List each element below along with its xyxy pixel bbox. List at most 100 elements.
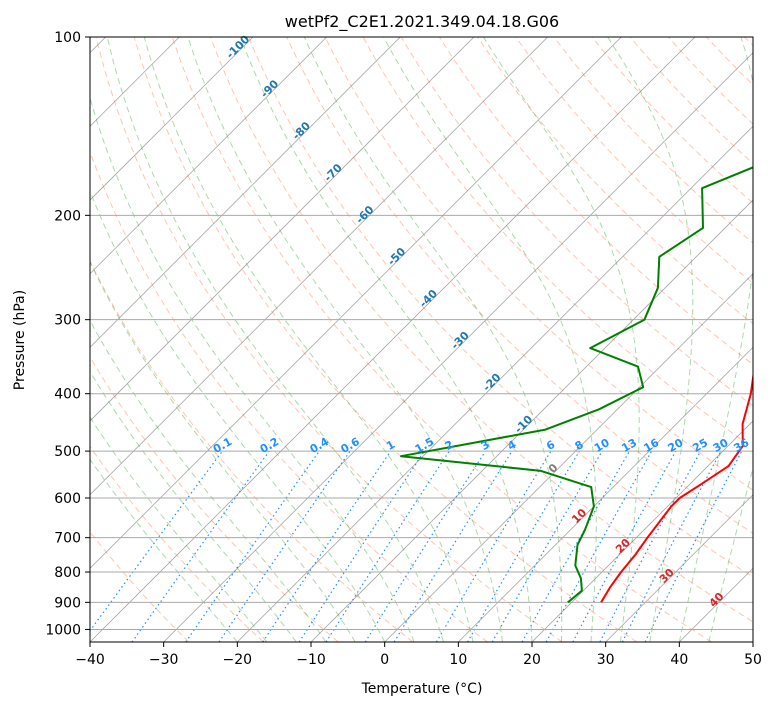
isotherm-label: 40 (707, 590, 727, 610)
x-tick-label: −20 (223, 652, 253, 668)
x-tick-label: −30 (149, 652, 179, 668)
isotherm-label: -30 (449, 329, 472, 352)
isotherm-line (90, 37, 548, 496)
x-tick-label: −40 (75, 652, 105, 668)
isotherm-line (605, 494, 753, 642)
dry-adiabat (90, 150, 488, 642)
isotherm-line (90, 37, 622, 569)
moist-adiabat (383, 37, 597, 642)
mixing-ratio-label: 0.1 (211, 435, 234, 456)
dry-adiabat (553, 37, 753, 244)
mixing-ratio-line (325, 450, 450, 642)
mixing-ratio-label: 0.2 (258, 435, 281, 456)
dry-adiabat (90, 531, 190, 642)
isotherm-line (679, 567, 753, 642)
mixing-ratio-line (90, 450, 223, 632)
y-tick-label: 100 (54, 30, 81, 46)
isotherm-line (384, 273, 753, 642)
mixing-ratio-line (644, 450, 743, 642)
isotherm-line (90, 37, 475, 422)
moist-adiabat (303, 37, 563, 642)
x-tick-label: −10 (296, 652, 326, 668)
x-tick-label: 40 (670, 652, 688, 668)
dry-adiabat (744, 37, 753, 47)
dewpoint-line (400, 166, 753, 604)
dry-adiabat (95, 37, 563, 642)
mixing-ratio-label: 0.6 (338, 435, 362, 456)
dry-adiabat (90, 356, 339, 642)
mixing-ratio-line (393, 450, 513, 642)
isotherm-line (310, 199, 753, 642)
moist-adiabat (678, 37, 753, 642)
moist-adiabat (90, 319, 327, 642)
y-tick-label: 400 (54, 387, 81, 403)
temperature-line (600, 371, 753, 603)
x-axis-label: Temperature (°C) (361, 681, 483, 697)
mixing-ratio-line (545, 450, 653, 642)
isotherm-line (163, 52, 753, 642)
mixing-ratio-label: 25 (690, 436, 710, 455)
mixing-ratio-label: 16 (641, 436, 661, 455)
isotherm-label: -80 (290, 119, 313, 142)
y-axis-label: Pressure (hPa) (12, 290, 28, 390)
x-tick-label: 10 (449, 652, 467, 668)
mixing-ratio-label: 10 (592, 436, 612, 455)
mixing-ratio-line (185, 450, 320, 642)
plot-frame (89, 36, 754, 643)
isotherm-line (90, 37, 696, 642)
isotherm-label: -60 (353, 203, 376, 226)
moist-adiabat (90, 416, 268, 642)
isotherm-line (90, 37, 254, 201)
dry-adiabat (90, 259, 414, 642)
x-tick-label: 0 (380, 652, 389, 668)
isotherm-label: -20 (480, 371, 503, 394)
moist-adiabat (708, 466, 753, 642)
isotherm-line (90, 37, 401, 348)
mixing-ratio-line (572, 450, 677, 642)
mixing-ratio-label: 36 (732, 436, 752, 455)
y-tick-label: 200 (54, 208, 81, 224)
mixing-ratio-line (466, 450, 580, 642)
moist-adiabat (90, 260, 356, 642)
mixing-ratio-line (364, 450, 486, 642)
y-tick-label: 1000 (45, 622, 81, 638)
moist-adiabat (187, 37, 503, 642)
dry-adiabat (248, 37, 753, 578)
mixing-ratio-label: 0.4 (308, 435, 332, 456)
mixing-ratio-label: 30 (711, 436, 731, 455)
y-tick-label: 500 (54, 444, 81, 460)
isotherm-line (531, 420, 753, 642)
mixing-ratio-label: 13 (619, 436, 639, 455)
moist-adiabat (482, 37, 640, 642)
moist-adiabat (90, 370, 297, 642)
mixing-ratio-line (298, 450, 425, 642)
isotherm-line (90, 37, 327, 275)
dry-adiabat (668, 37, 753, 125)
moist-adiabat (143, 37, 474, 642)
y-tick-label: 800 (54, 565, 81, 581)
x-tick-label: 30 (597, 652, 615, 668)
x-tick-label: 20 (523, 652, 541, 668)
dry-adiabat (286, 37, 753, 534)
dry-adiabat (171, 37, 712, 642)
moist-adiabat (90, 458, 238, 642)
dry-adiabat (515, 37, 753, 284)
dry-adiabat (706, 37, 753, 86)
isotherm-label: -40 (417, 287, 440, 310)
x-tick-label: 50 (744, 652, 762, 668)
dry-adiabat (133, 37, 638, 642)
dry-adiabat (324, 37, 753, 491)
axis-layer: −40 −30 −20 −10 0 10 20 30 40 50 100 200 300 400 500 60… (45, 30, 762, 668)
dry-adiabat (90, 445, 264, 642)
y-tick-label: 900 (54, 595, 81, 611)
isotherm-line (752, 641, 753, 642)
isotherm-label: -50 (385, 245, 408, 268)
isotherm-line (237, 125, 753, 642)
chart-title: wetPf2_C2E1.2021.349.04.18.G06 (285, 12, 559, 32)
mixing-ratio-line (218, 450, 351, 642)
y-tick-label: 700 (54, 531, 81, 547)
mixing-ratio-line (435, 450, 552, 642)
moist-adiabat (90, 189, 386, 642)
mixing-ratio-line (262, 450, 392, 642)
